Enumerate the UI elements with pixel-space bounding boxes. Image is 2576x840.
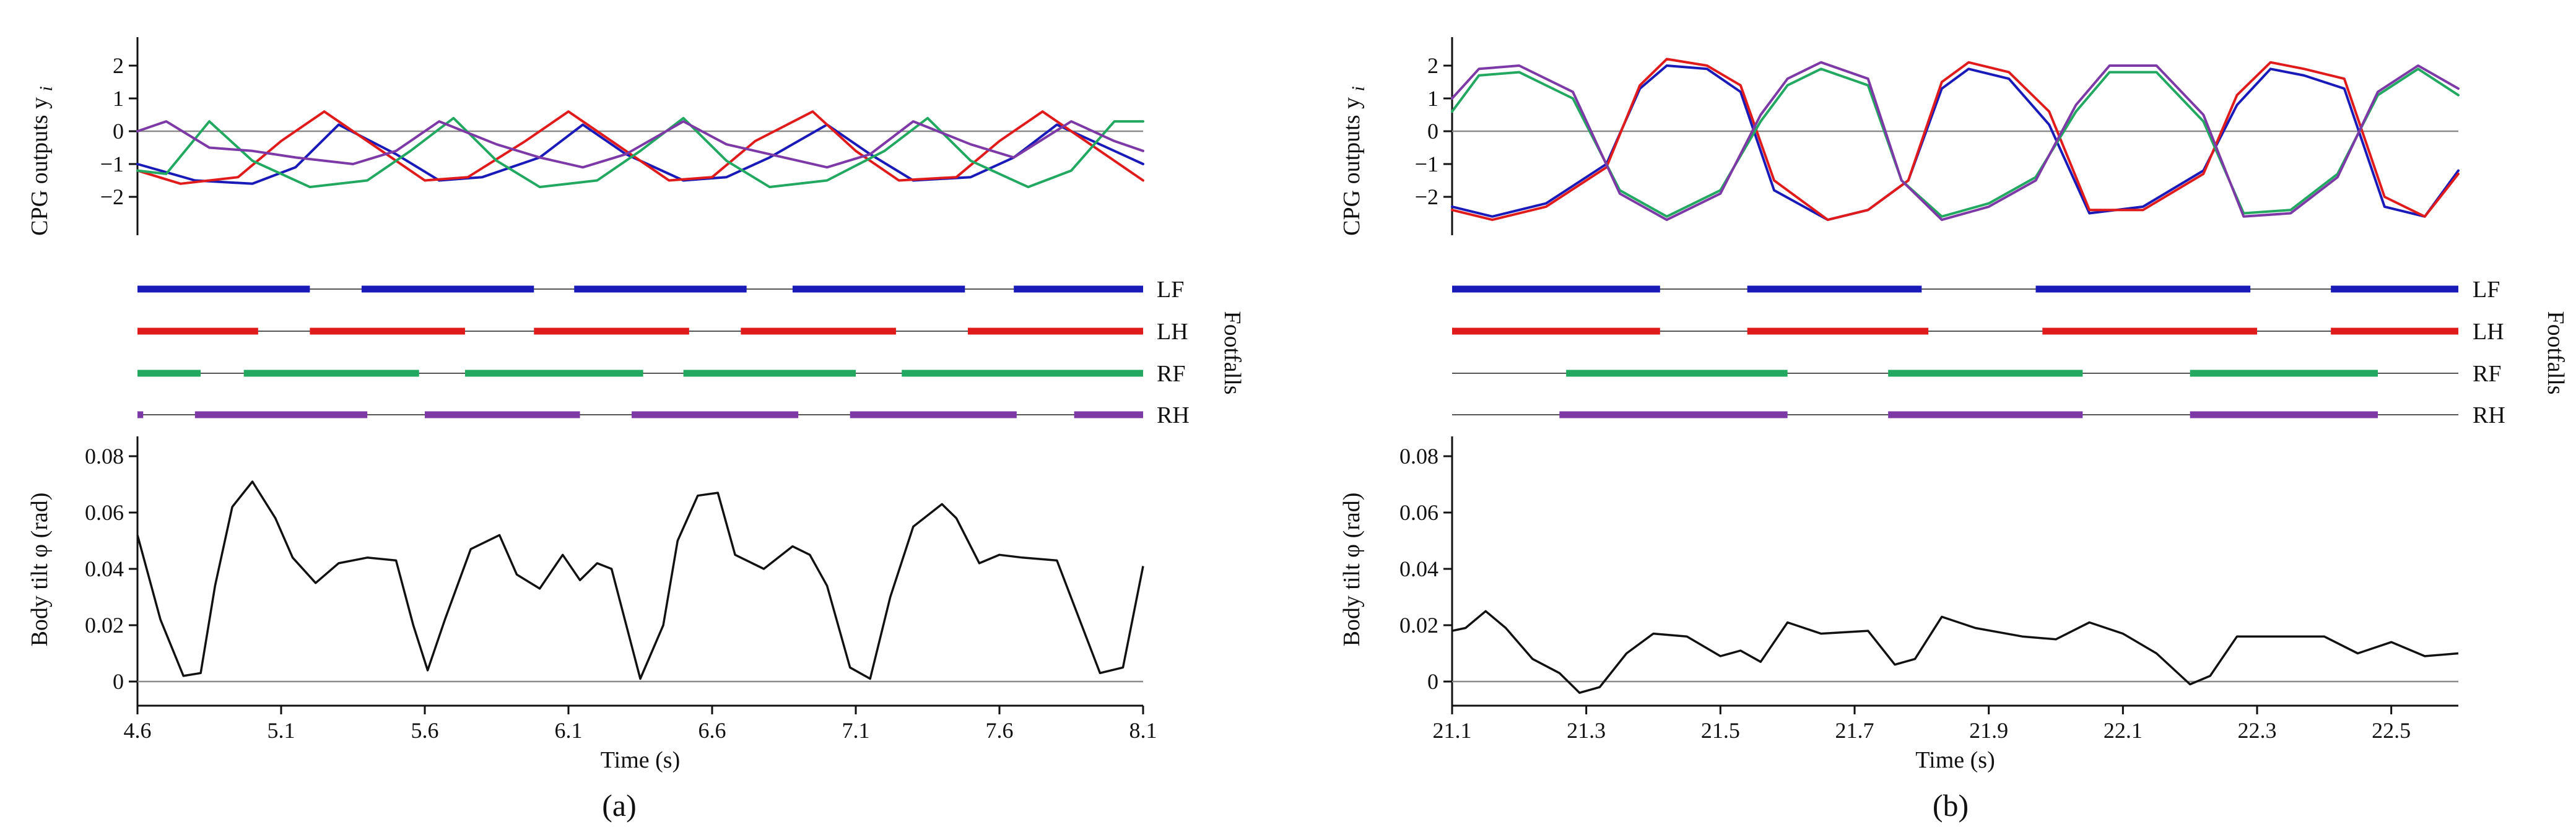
- tilt-ytick-label: 0.02: [1399, 613, 1438, 638]
- cpg-ylabel: CPG outputs y i: [1339, 86, 1368, 236]
- tilt-ytick-label: 0.04: [1399, 556, 1438, 581]
- leg-label-rf: RF: [1157, 361, 1185, 387]
- cpg-ytick-label: 1: [113, 86, 124, 111]
- x-tick-label: 21.3: [1567, 718, 1606, 743]
- leg-label-rf: RF: [2473, 361, 2501, 387]
- cpg-curve-rh: [136, 120, 1144, 169]
- cpg-ytick-label: −2: [1415, 184, 1438, 209]
- x-axis-label: Time (s): [1915, 747, 1995, 773]
- tilt-ylabel: Body tilt φ (rad): [27, 493, 53, 647]
- x-tick-label: 8.1: [1129, 718, 1157, 743]
- panel-a: 2 1 0 −1 −2 CPG outputs y i LF LH RF RH Footfalls 0…: [27, 37, 1245, 823]
- cpg-ylabel: CPG outputs y i: [27, 86, 56, 236]
- tilt-ytick-label: 0.06: [1399, 500, 1438, 525]
- tilt-curve: [136, 480, 1144, 680]
- cpg-ytick-label: 1: [1427, 86, 1438, 111]
- tilt-ylabel: Body tilt φ (rad): [1339, 493, 1365, 647]
- x-tick-label: 21.7: [1835, 718, 1874, 743]
- leg-label-rh: RH: [1157, 402, 1190, 428]
- tilt-ytick-label: 0: [1427, 669, 1438, 694]
- leg-label-lh: LH: [1157, 319, 1188, 345]
- leg-label-rh: RH: [2473, 402, 2505, 428]
- cpg-ytick-label: 0: [113, 119, 124, 144]
- cpg-ytick-label: 2: [113, 53, 124, 78]
- leg-label-lf: LF: [1157, 277, 1184, 303]
- cpg-ytick-label: 0: [1427, 119, 1438, 144]
- cpg-ylabel-subscript: i: [36, 86, 56, 91]
- cpg-curve-rh: [1451, 61, 2460, 222]
- tilt-ytick-label: 0.08: [1399, 444, 1438, 469]
- x-tick-label: 7.6: [986, 718, 1014, 743]
- x-tick-label: 21.5: [1701, 718, 1740, 743]
- footfalls-label: Footfalls: [1219, 311, 1245, 394]
- panel-label: (b): [1933, 788, 1969, 823]
- x-tick-label: 21.1: [1433, 718, 1472, 743]
- cpg-ytick-label: −1: [100, 152, 124, 176]
- panel-b: 2 1 0 −1 −2 CPG outputs y i LF LH RF RH Footfalls 0…: [1339, 37, 2569, 823]
- x-tick-label: 4.6: [124, 718, 152, 743]
- panel-label: (a): [602, 788, 637, 823]
- leg-label-lh: LH: [2473, 319, 2504, 345]
- leg-label-lf: LF: [2473, 277, 2500, 303]
- cpg-curve-lh: [1451, 58, 2460, 222]
- cpg-ytick-label: 2: [1427, 53, 1438, 78]
- tilt-ytick-label: 0.04: [85, 556, 124, 581]
- cpg-curve-rf: [136, 116, 1144, 189]
- cpg-ytick-label: −1: [1415, 152, 1438, 176]
- x-tick-label: 5.6: [411, 718, 439, 743]
- cpg-ylabel-subscript: i: [1348, 86, 1368, 91]
- cpg-curve-lf: [136, 123, 1144, 185]
- cpg-curve-lf: [1451, 64, 2460, 222]
- x-axis-label: Time (s): [601, 747, 680, 773]
- footfalls-label: Footfalls: [2543, 311, 2569, 394]
- tilt-ytick-label: 0: [113, 669, 124, 694]
- x-tick-label: 6.1: [555, 718, 583, 743]
- tilt-ytick-label: 0.08: [85, 444, 124, 469]
- cpg-curve-rf: [1451, 67, 2460, 218]
- x-tick-label: 22.3: [2238, 718, 2277, 743]
- x-tick-label: 6.6: [698, 718, 726, 743]
- tilt-curve: [1451, 610, 2459, 694]
- x-tick-label: 5.1: [268, 718, 295, 743]
- x-tick-label: 22.5: [2372, 718, 2411, 743]
- x-tick-label: 22.1: [2104, 718, 2143, 743]
- cpg-curve-lh: [136, 110, 1144, 185]
- x-tick-label: 21.9: [1969, 718, 2008, 743]
- tilt-ytick-label: 0.02: [85, 613, 124, 638]
- x-tick-label: 7.1: [842, 718, 870, 743]
- tilt-ytick-label: 0.06: [85, 500, 124, 525]
- cpg-ytick-label: −2: [100, 184, 124, 209]
